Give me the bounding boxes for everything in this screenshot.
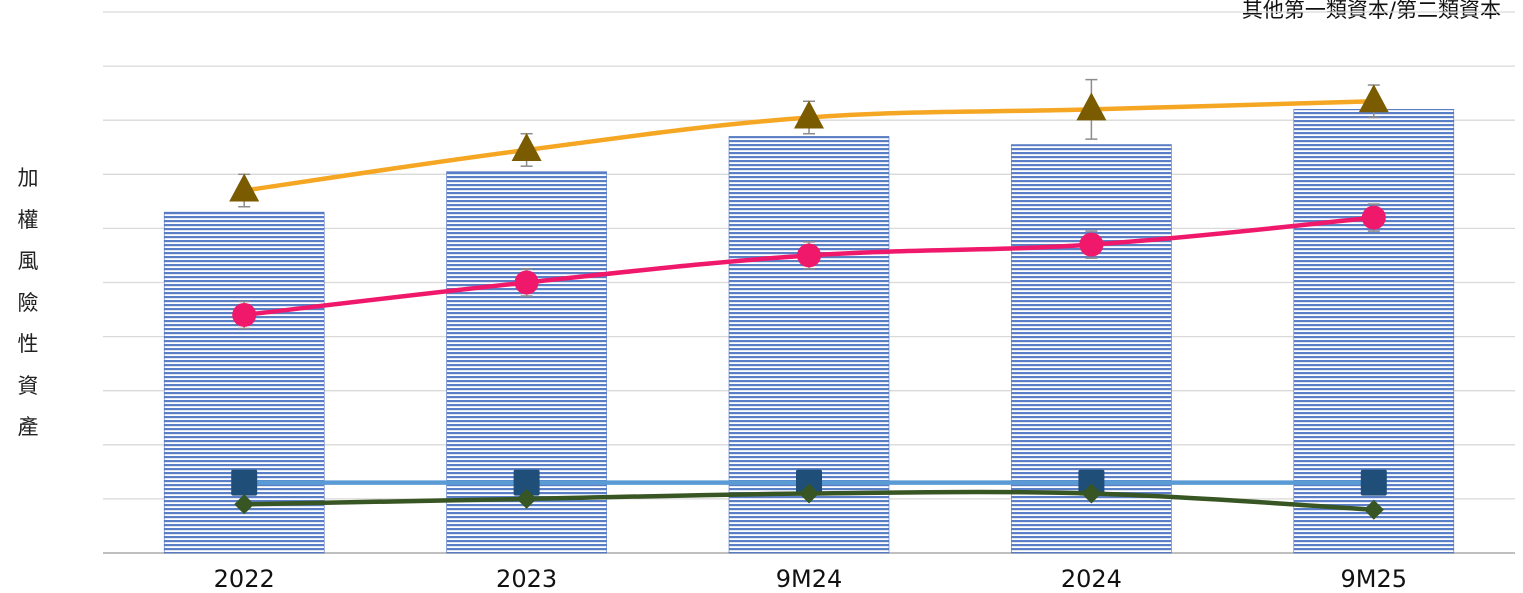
circle-marker (1361, 205, 1386, 230)
triangle-marker (794, 100, 824, 129)
corner-label: 其他第一類資本/第二類資本 (1241, 0, 1501, 22)
y-axis-label-char: 資 (17, 373, 39, 398)
y-axis-label: 加權風險性資產 (8, 158, 48, 449)
x-tick-label: 2024 (1061, 565, 1122, 593)
y-axis-label-char: 產 (17, 415, 39, 439)
circle-marker (1079, 232, 1104, 257)
triangle-marker (1358, 84, 1389, 113)
diamond-marker (234, 494, 255, 515)
triangle-marker (511, 132, 542, 161)
x-tick-label: 9M24 (776, 565, 843, 593)
diamond-marker (1081, 483, 1102, 504)
square-marker (1078, 469, 1105, 496)
triangle-marker (1076, 92, 1107, 121)
diamond-marker (516, 488, 537, 509)
square-marker (513, 469, 540, 496)
y-axis-label-char: 加 (17, 166, 39, 190)
circle-marker (514, 270, 539, 295)
y-axis-label-char: 險 (17, 290, 39, 315)
y-axis-label-char: 性 (17, 332, 39, 356)
triangle-marker (229, 173, 260, 202)
x-tick-label: 2022 (214, 565, 275, 593)
square-marker (1360, 469, 1387, 496)
diamond-marker (799, 483, 819, 504)
diamond-marker (1363, 499, 1384, 520)
y-axis-label-char: 權 (17, 207, 39, 232)
square-marker (231, 469, 258, 496)
x-tick-label: 9M25 (1341, 565, 1408, 593)
square-marker (796, 469, 822, 496)
circle-marker (232, 302, 257, 327)
y-axis-label-char: 風 (17, 249, 39, 273)
circle-marker (797, 243, 821, 268)
x-tick-label: 2023 (496, 565, 557, 593)
